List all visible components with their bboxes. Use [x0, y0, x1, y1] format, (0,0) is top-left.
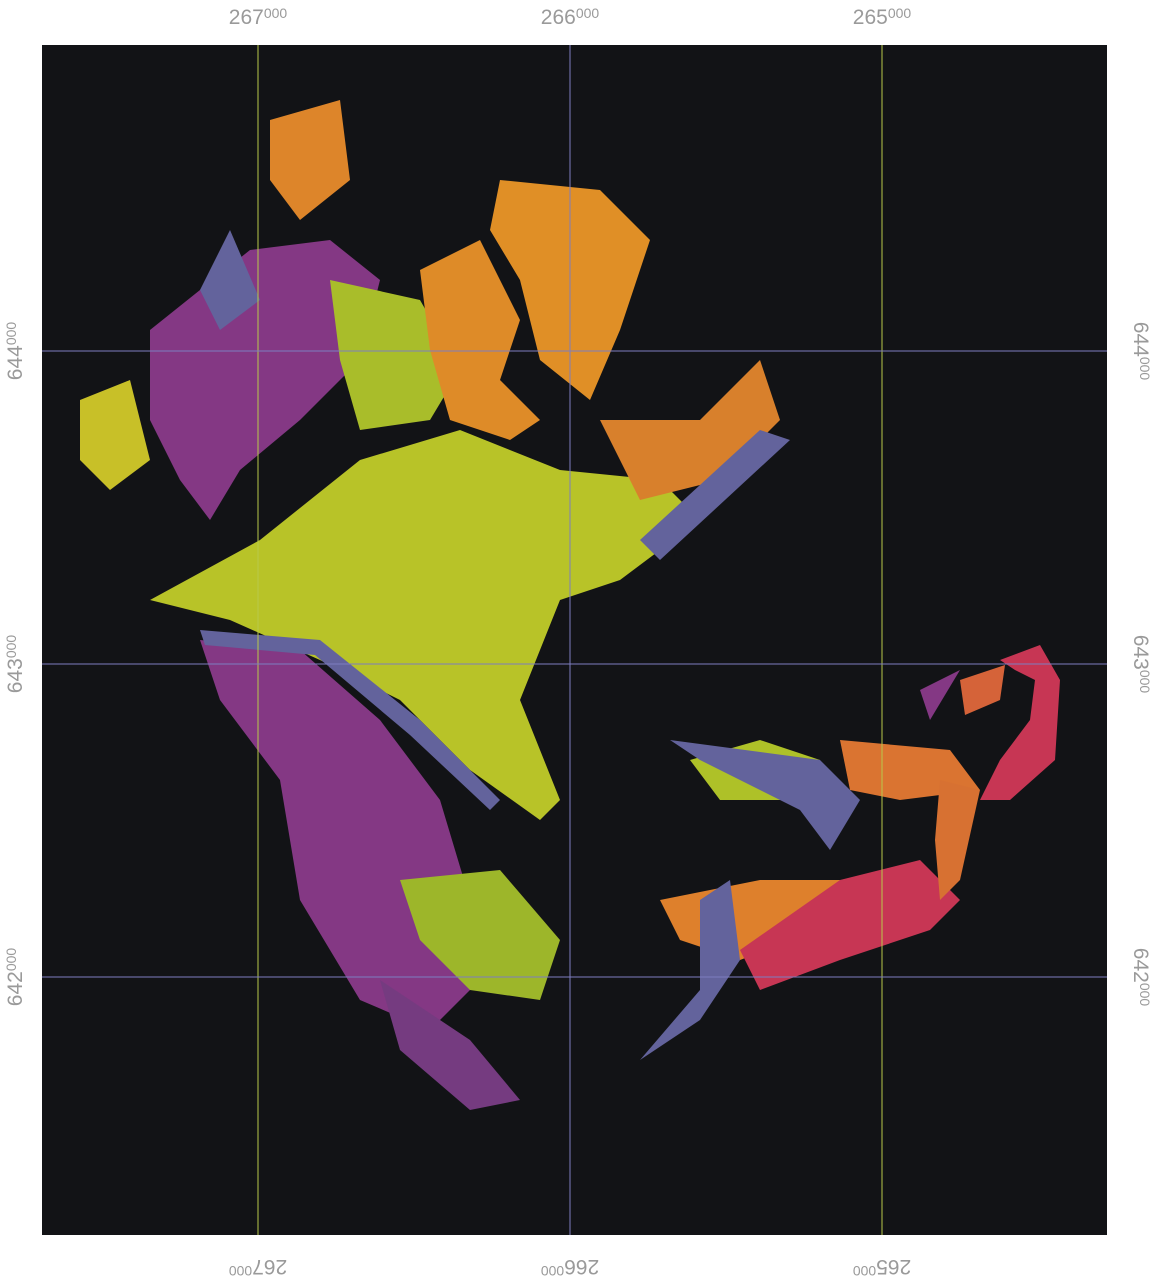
label-major: 266 — [541, 6, 576, 29]
label-major: 644 — [4, 345, 27, 380]
label-minor: 000 — [3, 635, 19, 659]
label-major: 265 — [876, 1255, 911, 1278]
easting-label: 265000 — [853, 1255, 912, 1279]
label-minor: 000 — [576, 5, 600, 21]
easting-label: 267000 — [229, 5, 288, 29]
label-minor: 000 — [541, 1263, 565, 1279]
label-minor: 000 — [853, 1263, 877, 1279]
terrain — [80, 100, 1060, 1110]
easting-label: 266000 — [541, 1255, 600, 1279]
northing-label: 642000 — [3, 948, 27, 1007]
label-major: 267 — [252, 1255, 287, 1278]
label-major: 644 — [1129, 322, 1152, 357]
northing-label: 644000 — [1129, 322, 1153, 381]
easting-label: 265000 — [853, 5, 912, 29]
label-minor: 000 — [229, 1263, 253, 1279]
label-minor: 000 — [3, 948, 19, 972]
label-major: 267 — [229, 6, 264, 29]
label-major: 643 — [4, 658, 27, 693]
label-major: 643 — [1129, 635, 1152, 670]
grid — [42, 45, 1107, 1235]
label-minor: 000 — [1137, 670, 1153, 694]
northing-label: 642000 — [1129, 948, 1153, 1007]
label-major: 642 — [4, 971, 27, 1006]
northing-label: 643000 — [1129, 635, 1153, 694]
label-minor: 000 — [264, 5, 288, 21]
easting-label: 267000 — [229, 1255, 288, 1279]
label-major: 266 — [564, 1255, 599, 1278]
label-minor: 000 — [1137, 983, 1153, 1007]
label-major: 265 — [853, 6, 888, 29]
northing-label: 643000 — [3, 635, 27, 694]
label-minor: 000 — [1137, 357, 1153, 381]
label-minor: 000 — [3, 322, 19, 346]
northing-label: 644000 — [3, 322, 27, 381]
label-major: 642 — [1129, 948, 1152, 983]
easting-label: 266000 — [541, 5, 600, 29]
label-minor: 000 — [888, 5, 912, 21]
